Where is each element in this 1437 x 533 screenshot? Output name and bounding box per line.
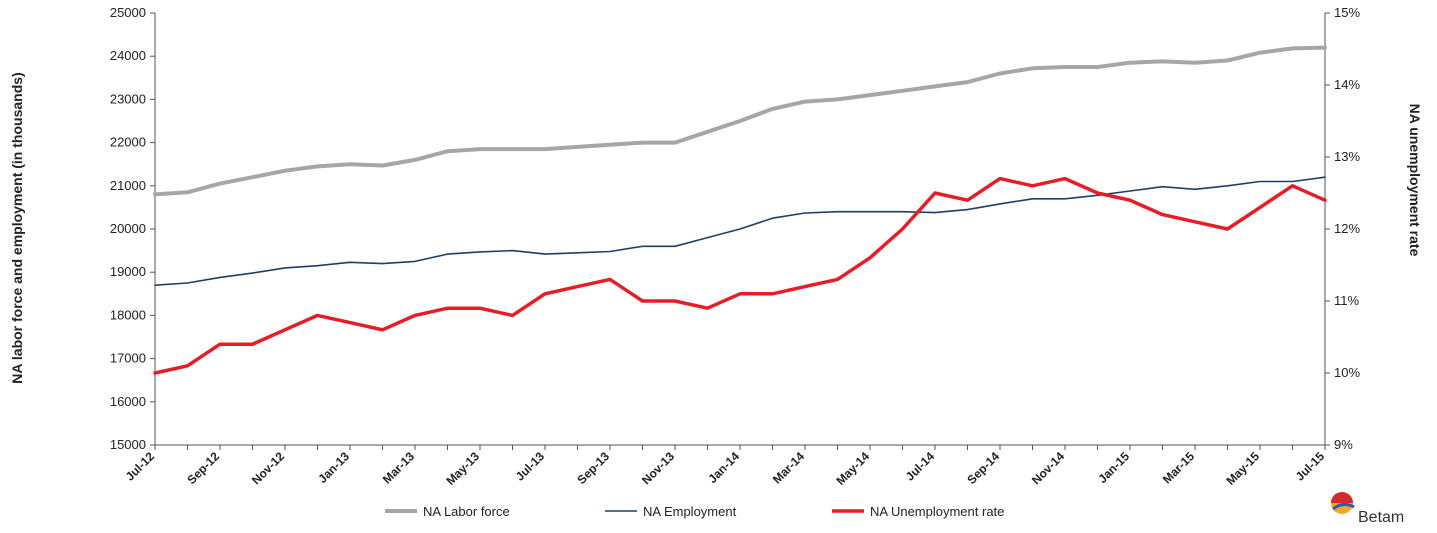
- x-tick-label: Nov-12: [249, 449, 287, 487]
- x-tick-label: Mar-13: [380, 449, 417, 486]
- x-tick-label: Jul-15: [1293, 449, 1328, 484]
- logo-swirl-icon: [1331, 492, 1355, 514]
- x-tick-label: Jan-13: [315, 449, 352, 486]
- y-left-tick-label: 25000: [110, 5, 146, 20]
- x-tick-label: Jul-13: [513, 449, 548, 484]
- legend-label-na-unemployment-rate: NA Unemployment rate: [870, 504, 1004, 519]
- betam-logo: Betam: [1331, 492, 1404, 526]
- y-left-tick-label: 22000: [110, 135, 146, 150]
- legend: NA Labor force NA Employment NA Unemployme…: [385, 504, 1004, 519]
- x-tick-label: Sep-14: [964, 449, 1002, 487]
- y-right-tick-label: 13%: [1334, 149, 1360, 164]
- y-left-tick-label: 19000: [110, 264, 146, 279]
- y-left-axis-title: NA labor force and employment (in thousa…: [9, 72, 25, 383]
- y-left-tick-label: 24000: [110, 48, 146, 63]
- series-layer: [153, 45, 1327, 375]
- series-line-na-unemployment-rate: [153, 176, 1327, 375]
- series-line-na-labor-force: [153, 45, 1327, 197]
- x-tick-label: Jul-12: [123, 449, 158, 484]
- logo-text: Betam: [1358, 509, 1404, 526]
- series-line-na-employment: [154, 176, 1326, 287]
- x-tick-label: May-13: [443, 449, 482, 488]
- x-tick-label: Jan-14: [705, 449, 742, 486]
- y-left-tick-label: 15000: [110, 437, 146, 452]
- y-left-tick-label: 17000: [110, 351, 146, 366]
- y-left-tick-label: 16000: [110, 394, 146, 409]
- x-tick-label: Jan-15: [1095, 449, 1132, 486]
- x-tick-label: Mar-14: [770, 449, 807, 486]
- x-tick-label: Nov-13: [639, 449, 677, 487]
- x-tick-label: Sep-12: [184, 449, 222, 487]
- y-left-tick-label: 23000: [110, 91, 146, 106]
- y-right-tick-label: 12%: [1334, 221, 1360, 236]
- y-right-axis-title: NA unemployment rate: [1407, 104, 1423, 257]
- x-tick-label: May-14: [833, 449, 872, 488]
- legend-label-na-employment: NA Employment: [643, 504, 737, 519]
- y-right-tick-label: 10%: [1334, 365, 1360, 380]
- y-left-tick-label: 18000: [110, 307, 146, 322]
- x-tick-label: Sep-13: [574, 449, 612, 487]
- y-right-tick-label: 15%: [1334, 5, 1360, 20]
- x-tick-label: Jul-14: [903, 449, 938, 484]
- y-left-tick-label: 20000: [110, 221, 146, 236]
- x-tick-label: Nov-14: [1029, 449, 1067, 487]
- x-tick-label: May-15: [1223, 449, 1262, 488]
- legend-label-na-labor-force: NA Labor force: [423, 504, 510, 519]
- axes: 15000 16000 17000 18000 19000 20000 21000 22000…: [110, 5, 1361, 488]
- x-tick-label: Mar-15: [1160, 449, 1197, 486]
- y-right-tick-label: 11%: [1334, 293, 1359, 308]
- y-left-tick-label: 21000: [110, 178, 146, 193]
- y-right-tick-label: 9%: [1334, 437, 1353, 452]
- y-right-tick-label: 14%: [1334, 77, 1360, 92]
